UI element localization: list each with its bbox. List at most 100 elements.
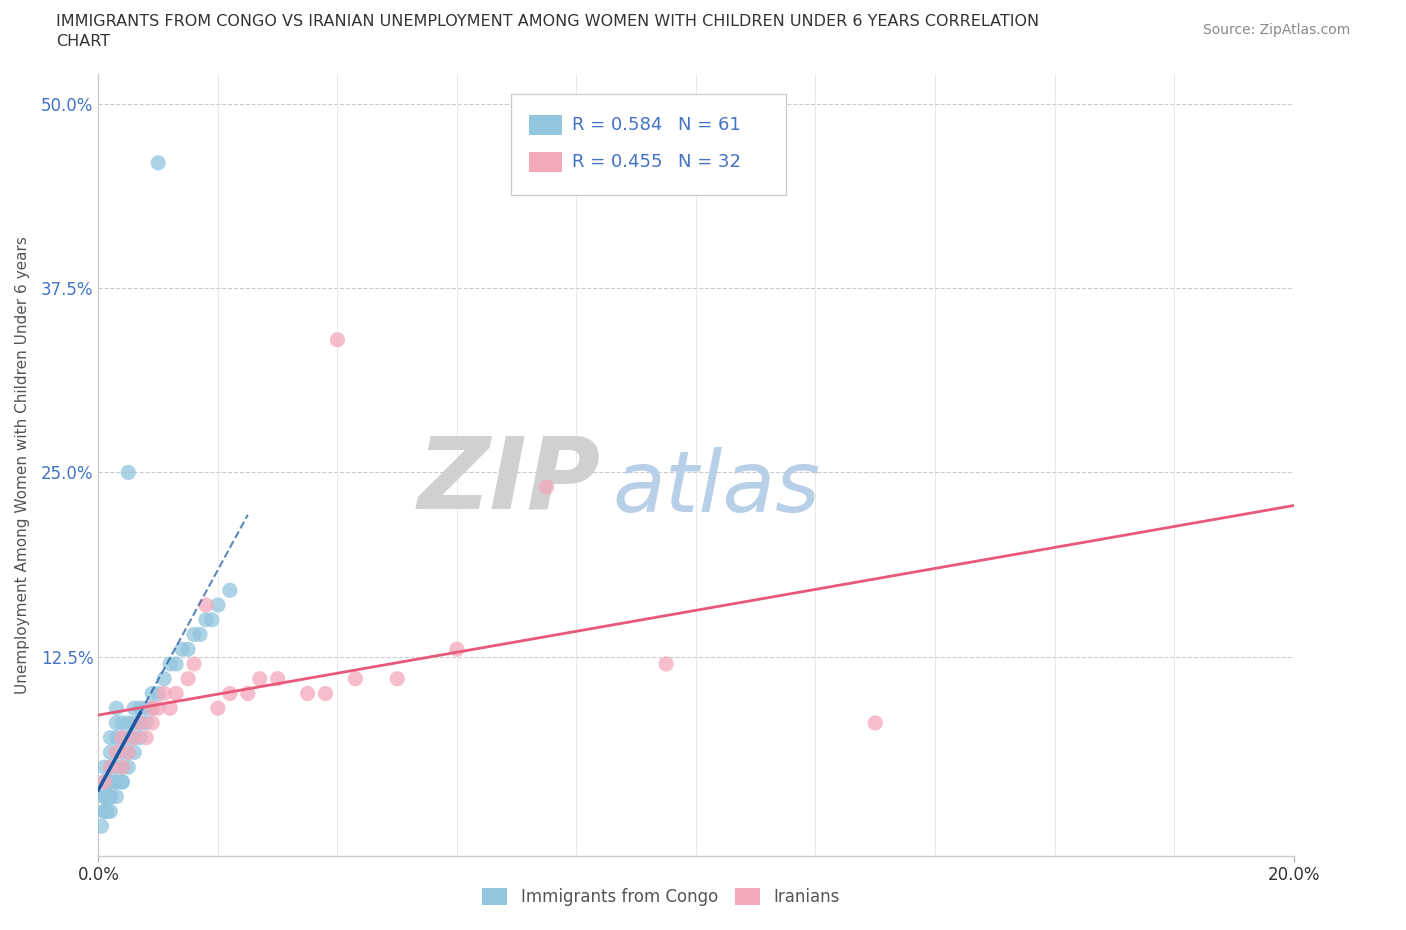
Point: [98, 790, 122, 804]
Point: [135, 715, 157, 730]
Point: [105, 760, 128, 775]
Point: [111, 715, 134, 730]
Point: [105, 775, 128, 790]
Point: [165, 686, 187, 701]
Point: [93, 760, 115, 775]
Text: Source: ZipAtlas.com: Source: ZipAtlas.com: [1202, 23, 1350, 37]
Point: [129, 715, 152, 730]
Point: [195, 598, 218, 613]
Point: [236, 686, 259, 701]
Point: [98, 775, 122, 790]
Point: [111, 760, 134, 775]
Text: N = 61: N = 61: [678, 116, 741, 134]
Point: [148, 701, 170, 716]
Point: [141, 715, 163, 730]
Point: [249, 671, 271, 686]
Point: [98, 775, 122, 790]
Point: [148, 155, 170, 170]
Point: [124, 715, 146, 730]
Point: [124, 745, 146, 760]
Point: [219, 686, 242, 701]
Point: [105, 775, 128, 790]
Point: [297, 686, 319, 701]
Point: [165, 657, 187, 671]
FancyBboxPatch shape: [529, 115, 562, 136]
Point: [159, 657, 181, 671]
Point: [98, 745, 122, 760]
Point: [188, 627, 211, 642]
Point: [98, 804, 122, 818]
Point: [153, 671, 176, 686]
Point: [93, 775, 115, 790]
Point: [93, 790, 115, 804]
Point: [124, 730, 146, 745]
Point: [90, 818, 112, 833]
Point: [315, 686, 337, 701]
Point: [111, 730, 134, 745]
Point: [129, 730, 152, 745]
Text: N = 32: N = 32: [678, 153, 741, 171]
Text: CHART: CHART: [56, 34, 110, 49]
Point: [111, 760, 134, 775]
Point: [111, 745, 134, 760]
Point: [117, 730, 139, 745]
Point: [111, 730, 134, 745]
Point: [93, 790, 115, 804]
Point: [129, 715, 152, 730]
Point: [93, 775, 115, 790]
Point: [177, 671, 200, 686]
Point: [385, 671, 409, 686]
Point: [105, 790, 128, 804]
Point: [267, 671, 290, 686]
Point: [105, 745, 128, 760]
FancyBboxPatch shape: [510, 94, 786, 195]
Point: [111, 775, 134, 790]
Point: [183, 657, 205, 671]
Point: [105, 730, 128, 745]
Point: [195, 612, 218, 627]
Point: [135, 730, 157, 745]
Point: [135, 701, 157, 716]
Point: [117, 760, 139, 775]
Text: ZIP: ZIP: [418, 432, 600, 529]
Point: [111, 775, 134, 790]
Text: IMMIGRANTS FROM CONGO VS IRANIAN UNEMPLOYMENT AMONG WOMEN WITH CHILDREN UNDER 6 : IMMIGRANTS FROM CONGO VS IRANIAN UNEMPLO…: [56, 14, 1039, 29]
Point: [655, 657, 678, 671]
Point: [536, 480, 558, 495]
Point: [105, 745, 128, 760]
Point: [177, 642, 200, 657]
Point: [93, 804, 115, 818]
Point: [96, 804, 118, 818]
Point: [201, 612, 224, 627]
Point: [105, 715, 128, 730]
Point: [117, 715, 139, 730]
Point: [117, 465, 139, 480]
Point: [98, 730, 122, 745]
Legend: Immigrants from Congo, Iranians: Immigrants from Congo, Iranians: [475, 881, 846, 912]
Point: [344, 671, 367, 686]
Point: [153, 686, 176, 701]
Text: R = 0.455: R = 0.455: [572, 153, 662, 171]
Point: [159, 701, 181, 716]
Point: [96, 790, 118, 804]
Point: [141, 701, 163, 716]
Point: [207, 701, 229, 716]
Point: [117, 745, 139, 760]
Text: atlas: atlas: [613, 447, 820, 530]
Point: [96, 775, 118, 790]
Point: [105, 701, 128, 716]
Y-axis label: Unemployment Among Women with Children Under 6 years: Unemployment Among Women with Children U…: [15, 236, 30, 694]
Text: R = 0.584: R = 0.584: [572, 116, 662, 134]
Point: [446, 642, 468, 657]
Point: [183, 627, 205, 642]
Point: [865, 715, 887, 730]
Point: [93, 804, 115, 818]
Point: [124, 701, 146, 716]
Point: [98, 760, 122, 775]
Point: [207, 598, 229, 613]
Point: [98, 790, 122, 804]
Point: [129, 701, 152, 716]
FancyBboxPatch shape: [529, 152, 562, 172]
Point: [117, 745, 139, 760]
Point: [219, 583, 242, 598]
